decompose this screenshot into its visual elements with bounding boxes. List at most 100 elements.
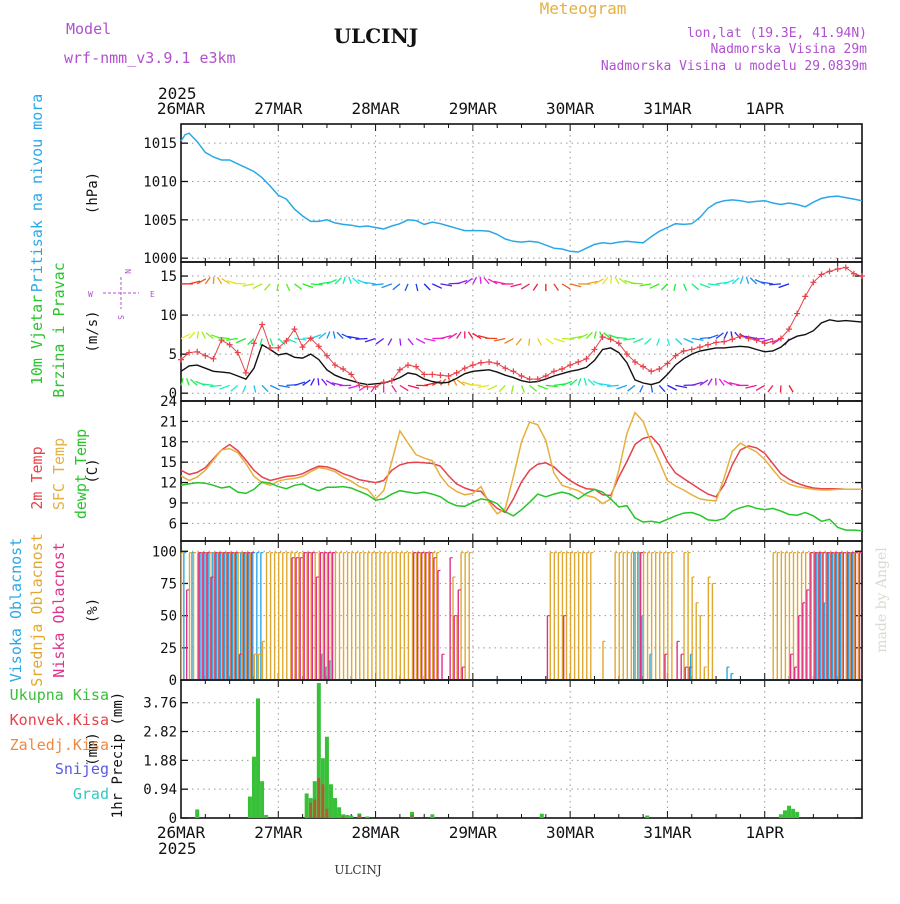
wind-gust-marker [567, 362, 573, 368]
label-cloud-low: Niska Oblacnost [50, 542, 68, 677]
wind-gust-marker [640, 364, 646, 370]
wind-direction-barb [708, 379, 712, 386]
precip-total-bar [248, 797, 252, 818]
wind-direction-barb [594, 331, 596, 338]
precip-legend-0: Ukupna Kisa [10, 686, 109, 704]
wind-direction-barb [499, 385, 505, 391]
wind-direction-barb [586, 332, 592, 338]
x-label-top-2: 28MAR [351, 99, 400, 118]
precip-legend-2: Zaledj.Kisa [10, 736, 109, 754]
wind-direction-barb [400, 385, 408, 390]
precip-total-bar [349, 816, 353, 818]
wind-gust-marker [859, 273, 865, 279]
pressure-frame [181, 124, 862, 262]
wind-gust-marker [648, 368, 654, 374]
wind-gust-marker [681, 348, 687, 354]
precip-total-bar [645, 816, 649, 818]
wind-direction-barb [750, 278, 756, 284]
wind-direction-barb [416, 284, 418, 291]
wind-direction-barb [768, 385, 773, 392]
wind-gust-marker [689, 346, 695, 352]
clouds-unit: (%) [85, 598, 101, 623]
wind-gust-marker [705, 342, 711, 348]
wind-gust-marker [454, 370, 460, 376]
wind-direction-barb [651, 385, 652, 392]
precip-total-bar [305, 793, 309, 818]
wind-ytick-label: 10 [160, 308, 177, 324]
pressure-ytick-label: 1000 [143, 251, 177, 267]
wind-direction-barb [376, 339, 384, 345]
wind-gust-marker [202, 353, 208, 359]
wind-direction-barb [480, 277, 481, 284]
temperature-ytick-label: 21 [160, 414, 177, 430]
wind-gust-marker [462, 365, 468, 371]
wind-direction-barb [457, 332, 461, 339]
wind-gust-marker [794, 311, 800, 317]
wind-direction-barb [468, 332, 472, 339]
wind-direction-barb [516, 339, 521, 345]
precip-conv-bar [309, 803, 312, 818]
wind-direction-barb [400, 339, 401, 346]
clouds-ytick-label: 75 [160, 576, 177, 592]
temperature-ytick-label: 18 [160, 435, 177, 451]
wind-direction-barb [231, 385, 238, 391]
wind-direction-barb [546, 339, 554, 345]
x-label-bottom-5: 31MAR [643, 823, 692, 842]
station-title: ULCINJ [334, 24, 419, 48]
station-altitude: Nadmorska Visina 29m [710, 42, 867, 57]
wind-direction-barb [530, 385, 537, 391]
wind-direction-barb [659, 385, 665, 391]
precip-total-bar [787, 806, 791, 818]
x-label-top-1: 27MAR [254, 99, 303, 118]
precip-ytick-label: 0.94 [143, 782, 177, 798]
clouds-ytick-label: 50 [160, 609, 177, 625]
precip-total-bar [337, 807, 341, 818]
pressure-ytick-label: 1010 [143, 175, 177, 191]
precip-total-bar [430, 814, 434, 818]
precip-legend-3: Snijeg [55, 760, 109, 778]
x-label-bottom-1: 27MAR [254, 823, 303, 842]
wind-direction-barb [538, 339, 542, 346]
wind-gust-marker [697, 344, 703, 350]
wind-ytick-label: 15 [160, 269, 177, 285]
x-label-bottom-2: 28MAR [351, 823, 400, 842]
wind-direction-barb [181, 334, 190, 339]
wind-direction-barb [322, 379, 327, 385]
wind-direction-barb [337, 332, 343, 338]
label-temp-sfc: SFC Temp [50, 438, 68, 510]
wind-direction-barb [753, 339, 765, 340]
wind-legend-w: W [88, 290, 93, 299]
wind-direction-barb [692, 284, 699, 290]
wind-direction-barb [253, 284, 262, 289]
wind-direction-barb [205, 277, 210, 284]
wind-direction-barb [408, 339, 413, 345]
precip-legend-4: Grad [73, 785, 109, 803]
wind-gust-marker [470, 362, 476, 368]
wind-direction-barb [504, 339, 513, 344]
wind-gust-marker [510, 368, 516, 374]
wind-direction-barb [416, 339, 425, 344]
wind-gust-marker [827, 268, 833, 274]
label-precip-axis: 1hr Precip (mm) [110, 692, 126, 818]
wind-gust-marker [267, 345, 273, 351]
precip-total-bar [325, 737, 329, 818]
clouds-ytick-label: 100 [152, 544, 177, 560]
wind-direction-barb [270, 385, 279, 389]
precip-conv-bar [358, 815, 361, 818]
wind-direction-barb [488, 385, 497, 389]
temperature-ytick-label: 6 [169, 516, 177, 532]
wind-direction-barb [756, 385, 765, 390]
wind-gust-marker [243, 370, 249, 376]
precip-conv-bar [317, 778, 320, 818]
x-label-top-0: 26MAR [157, 99, 206, 118]
wind-direction-barb [311, 379, 315, 386]
temperature-ytick-label: 12 [160, 476, 177, 492]
wind-gust-marker [292, 326, 298, 332]
model-label: Model [66, 20, 111, 38]
precip-total-bar [540, 814, 544, 818]
wind-direction-barb [562, 284, 570, 289]
wind-direction-barb [191, 379, 198, 385]
wind-direction-barb [724, 332, 727, 339]
